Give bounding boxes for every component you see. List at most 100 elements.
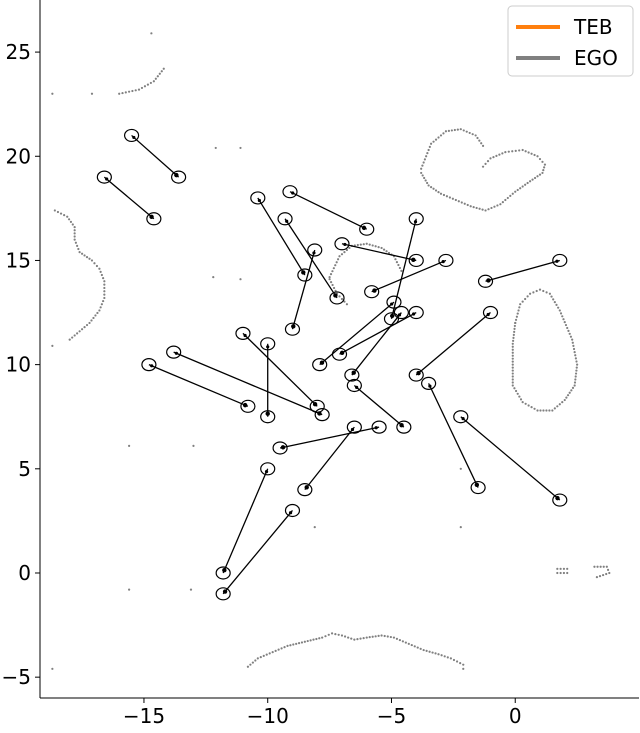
trajectory-start-marker: [282, 185, 298, 199]
obstacle-point: [315, 637, 318, 641]
obstacle-point: [398, 638, 401, 642]
obstacle-point: [517, 309, 520, 312]
obstacle-point: [454, 198, 457, 202]
obstacle-point: [128, 444, 131, 447]
trajectory: [453, 410, 568, 507]
trajectory-start-dot: [428, 384, 432, 388]
trajectory: [334, 237, 424, 268]
obstacle-point: [501, 152, 504, 155]
obstacle-point: [336, 258, 340, 261]
obstacle-point: [514, 389, 518, 393]
trajectory-end-marker: [408, 253, 424, 268]
obstacle-point: [481, 144, 485, 147]
trajectory-end-dot: [399, 423, 404, 428]
legend: TEB EGO: [507, 5, 634, 77]
trajectory-start-marker: [386, 295, 402, 309]
trajectory-end-marker: [552, 493, 568, 507]
obstacle-point: [386, 635, 389, 638]
obstacle-point: [428, 145, 431, 148]
obstacle-point: [572, 347, 576, 351]
obstacle-point: [568, 391, 571, 394]
obstacle-point: [444, 130, 448, 133]
obstacle-point: [556, 405, 559, 408]
obstacle-point: [98, 309, 101, 312]
obstacle-point: [73, 232, 76, 235]
trajectory-end-marker: [344, 368, 360, 382]
obstacle-point: [536, 409, 539, 412]
obstacle-point: [562, 571, 566, 575]
trajectory-start-marker: [438, 253, 454, 268]
obstacle-point: [368, 636, 371, 639]
obstacle-point: [410, 643, 413, 647]
obstacle-point: [297, 642, 301, 645]
obstacle-point: [521, 300, 524, 303]
obstacle-cluster: [246, 632, 465, 670]
trajectory-start-dot: [397, 313, 402, 317]
obstacle-point: [566, 571, 569, 575]
obstacle-point: [511, 150, 514, 153]
obstacle-point: [445, 195, 449, 198]
obstacle-point: [345, 303, 349, 306]
obstacle-point: [596, 565, 599, 568]
obstacle-point: [511, 372, 514, 375]
obstacle-point: [481, 165, 485, 168]
obstacle-point: [462, 663, 465, 666]
obstacle-point: [420, 167, 423, 170]
trajectory-end-dot: [390, 313, 395, 319]
obstacle-point: [103, 286, 106, 290]
trajectory-start-marker: [235, 326, 251, 340]
obstacle-point: [131, 89, 134, 93]
obstacle-point: [100, 273, 103, 277]
obstacle-point: [536, 175, 539, 178]
obstacle-point: [462, 129, 465, 132]
trajectory-line: [415, 312, 491, 376]
obstacle-point: [541, 171, 544, 175]
obstacle-point: [74, 241, 77, 244]
obstacle-point: [516, 392, 519, 395]
obstacle-point: [289, 644, 292, 647]
obstacle-point: [121, 91, 124, 95]
obstacle-point: [85, 256, 89, 259]
trajectory-start-dot: [257, 198, 261, 203]
obstacle-point: [512, 333, 515, 336]
obstacle-point: [509, 194, 512, 197]
obstacle-point: [575, 366, 578, 369]
obstacle-point: [512, 339, 515, 342]
obstacle-point: [521, 401, 524, 404]
obstacle-point: [262, 654, 265, 658]
obstacle-point: [573, 384, 576, 387]
obstacle-point: [465, 130, 468, 133]
obstacle-point: [429, 186, 433, 189]
x-tick-label: −15: [123, 704, 165, 728]
trajectory-end-marker: [260, 410, 276, 424]
obstacle-point: [53, 209, 56, 212]
obstacle-point: [295, 642, 298, 645]
obstacle-point: [432, 140, 435, 143]
obstacle-point: [450, 129, 453, 132]
obstacle-point: [526, 181, 529, 185]
obstacle-point: [605, 572, 608, 576]
obstacle-point: [134, 89, 137, 92]
obstacle-point: [563, 398, 566, 402]
obstacle-point: [56, 210, 60, 214]
obstacle-point: [124, 91, 127, 94]
obstacle-point: [103, 283, 106, 286]
trajectory-end-marker: [329, 291, 345, 305]
obstacle-point: [575, 360, 578, 363]
y-tick-label: 15: [6, 248, 31, 272]
trajectory: [96, 170, 162, 226]
obstacle-point: [397, 263, 400, 267]
obstacle-point: [380, 634, 383, 637]
trajectory-start-marker: [453, 410, 469, 424]
obstacle-point: [462, 667, 465, 670]
obstacle-point: [466, 203, 469, 207]
obstacle-point: [428, 650, 431, 653]
trajectory: [331, 305, 424, 361]
obstacle-point: [552, 298, 555, 301]
obstacle-point: [598, 575, 602, 578]
obstacle-point: [356, 243, 359, 247]
obstacle-point: [511, 192, 514, 195]
trajectory-end-marker: [408, 368, 424, 382]
trajectory-start-dot: [555, 259, 559, 263]
